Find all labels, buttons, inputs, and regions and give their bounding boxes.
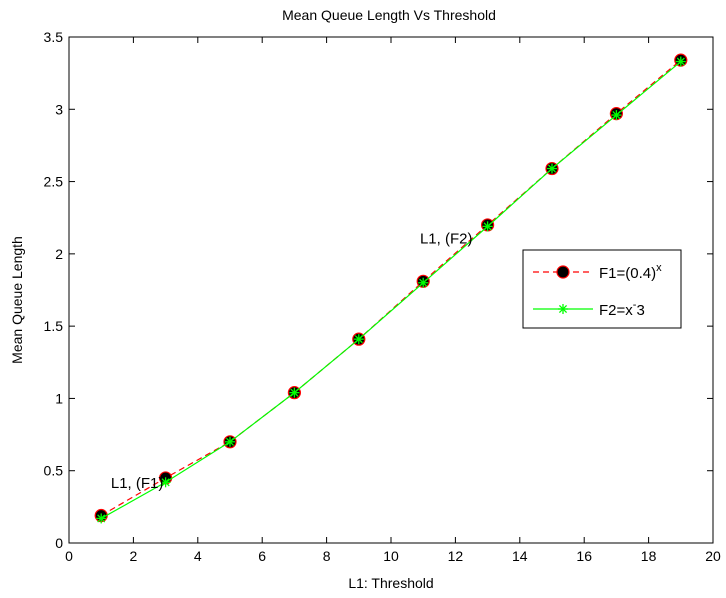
legend-marker <box>556 265 570 279</box>
y-tick-label: 2 <box>55 246 63 262</box>
x-tick-label: 8 <box>323 548 331 564</box>
x-tick-label: 20 <box>705 548 721 564</box>
y-tick-label: 1.5 <box>44 318 64 334</box>
legend-label: F2=x-3 <box>599 299 645 319</box>
legend-label: F1=(0.4)x <box>599 262 662 282</box>
y-tick-label: 0.5 <box>44 463 64 479</box>
annotation-label: L1, (F1) <box>111 475 164 492</box>
series-2-point <box>611 110 622 121</box>
axes: 0 2 4 6 8 10 12 14 16 18 20 0 0.5 1 1.5 2 2.5 3 3.5 <box>44 29 721 564</box>
series-layer <box>94 53 688 524</box>
legend-label-superscript: x <box>656 262 662 274</box>
series-2-point <box>96 513 107 524</box>
y-tick-label: 3.5 <box>44 29 64 45</box>
series-2-point <box>482 221 493 232</box>
x-tick-label: 18 <box>641 548 657 564</box>
x-tick-label: 12 <box>448 548 464 564</box>
annotations: L1, (F1) L1, (F2) <box>111 231 473 492</box>
x-tick-label: 0 <box>65 548 73 564</box>
annotation-label: L1, (F2) <box>420 231 473 248</box>
series-2-point <box>353 334 364 345</box>
chart-title: Mean Queue Length Vs Threshold <box>282 7 496 23</box>
series-2 <box>96 56 686 524</box>
y-tick-label: 1 <box>55 390 63 406</box>
series-2-point <box>225 436 235 447</box>
legend-label-text: F1=(0.4) <box>599 265 656 282</box>
series-2-line <box>100 61 682 519</box>
legend-marker <box>558 304 568 314</box>
series-2-point <box>675 56 686 67</box>
legend-box <box>522 249 682 329</box>
series-2-point <box>547 163 557 174</box>
x-tick-label: 2 <box>130 548 138 564</box>
legend-label-suffix: 3 <box>636 302 644 319</box>
legend-label-superscript: - <box>633 299 637 311</box>
x-tick-label: 16 <box>576 548 592 564</box>
series-2-point <box>289 387 300 398</box>
x-tick-label: 14 <box>512 548 528 564</box>
x-tick-label: 4 <box>194 548 202 564</box>
series-2-point <box>418 277 429 288</box>
y-axis-label: Mean Queue Length <box>9 236 25 364</box>
y-tick-label: 0 <box>55 535 63 551</box>
legend-label-text: F2=x <box>599 302 633 319</box>
y-tick-label: 3 <box>55 101 63 117</box>
x-tick-label: 10 <box>383 548 399 564</box>
x-axis-label: L1: Threshold <box>348 575 433 591</box>
legend: F1=(0.4)x F2=x-3 <box>522 249 682 329</box>
x-tick-label: 6 <box>258 548 266 564</box>
series-2-point <box>160 477 171 488</box>
y-tick-label: 2.5 <box>44 174 64 190</box>
